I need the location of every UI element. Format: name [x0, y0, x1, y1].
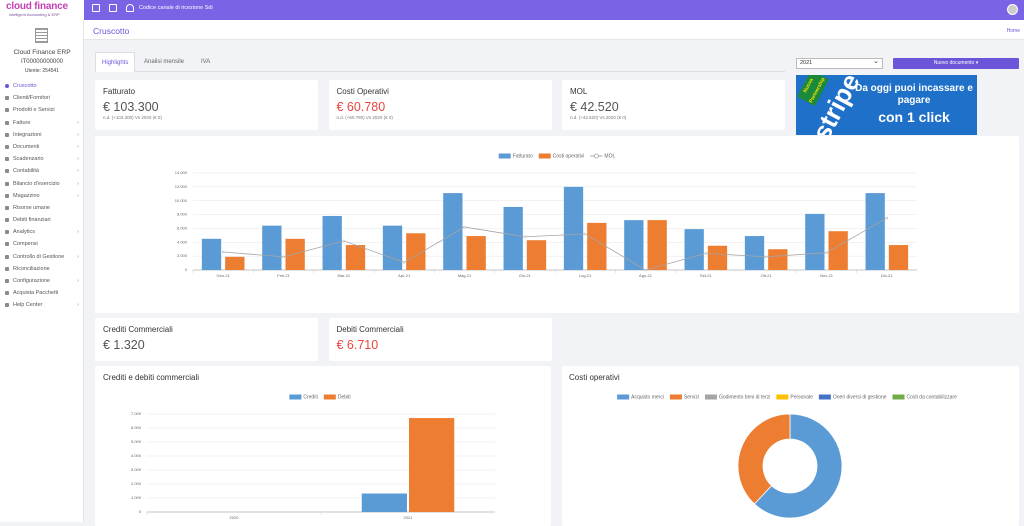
tab[interactable]: Highlights — [95, 52, 136, 72]
logo[interactable]: cloud finance intelligent Accounting & E… — [0, 0, 84, 20]
kpi-note: n.d. (+60.780) Vs 2020 (€ 0) — [336, 115, 393, 120]
page-header: Cruscotto Home — [84, 20, 1024, 40]
submenu-arrow: › — [77, 131, 79, 138]
kpi-title: Costi Operativi — [336, 87, 389, 96]
tabs: Highlights Analisi mensile IVA — [95, 52, 785, 72]
submenu-arrow: › — [77, 192, 79, 199]
menu-item[interactable]: Contabilità › — [0, 165, 84, 177]
page-title: Cruscotto — [93, 26, 130, 36]
company-icon — [35, 28, 48, 43]
year-select[interactable]: 2021 — [796, 57, 883, 69]
kpi-note: n.d. (+42.520) Vs 2020 (€ 0) — [570, 115, 627, 120]
balance-card: Crediti Commerciali € 1.320 — [95, 318, 318, 361]
tab[interactable]: Analisi mensile — [144, 59, 185, 65]
kpi-title: Fatturato — [103, 87, 136, 96]
menu-label: Scadenzario — [13, 156, 44, 163]
chart-card — [95, 366, 551, 526]
kpi-card: MOL € 42.520 n.d. (+42.520) Vs 2020 (€ 0) — [562, 80, 785, 130]
submenu-arrow: › — [77, 143, 79, 150]
bell-icon[interactable] — [126, 4, 134, 12]
menu-label: Risorse umane — [13, 204, 50, 211]
menu-label: Clienti/Fornitori — [13, 95, 50, 102]
balance-title: Crediti Commerciali — [103, 325, 173, 334]
menu-item[interactable]: Bilancio d'esercizio › — [0, 178, 84, 190]
menu-item[interactable]: Scadenzario › — [0, 153, 84, 165]
menu-item[interactable]: Help Center › — [0, 299, 84, 311]
submenu-arrow: › — [77, 119, 79, 126]
menu-label: Acquista Pacchetti — [13, 290, 59, 297]
menu-label: Fatture — [13, 119, 31, 126]
balance-title: Debiti Commerciali — [336, 325, 404, 334]
menu-item[interactable]: Compensi — [0, 238, 84, 250]
menu-item[interactable]: Clienti/Fornitori — [0, 92, 84, 104]
sdi-code: Codice canale di ricezione Sdi — [139, 5, 213, 11]
chart-card — [562, 366, 1019, 526]
balance-value: € 6.710 — [336, 338, 379, 352]
chart-card — [95, 136, 1019, 313]
kpi-value: € 60.780 — [336, 100, 386, 114]
kpi-value: € 42.520 — [570, 100, 619, 114]
menu-label: Bilancio d'esercizio — [13, 180, 60, 187]
sidebar: Cloud Finance ERP IT00000000000 Utente: … — [0, 20, 84, 522]
menu-label: Cruscotto — [13, 83, 37, 89]
balance-value: € 1.320 — [103, 338, 145, 352]
kpi-title: MOL — [570, 87, 588, 96]
menu-item[interactable]: Cruscotto — [0, 80, 84, 92]
ad-banner[interactable]: Nuova Partnership stripe Da oggi puoi in… — [796, 75, 977, 135]
menu-label: Compensi — [13, 241, 38, 248]
user-id: Utente: 254541 — [24, 68, 60, 74]
menu-item[interactable]: Acquista Pacchetti — [0, 287, 84, 299]
breadcrumb[interactable]: Home — [1006, 28, 1020, 34]
kpi-card: Fatturato € 103.300 n.d. (+103.300) Vs 202… — [95, 80, 318, 130]
kpi-value: € 103.300 — [103, 100, 159, 114]
menu-item[interactable]: Analytics › — [0, 226, 84, 238]
menu-item[interactable]: Integrazioni › — [0, 129, 84, 141]
menu-item[interactable]: Controllo di Gestione › — [0, 251, 84, 263]
submenu-arrow: › — [77, 229, 79, 236]
company-name: Cloud Finance ERP — [13, 49, 71, 56]
menu-label: Analytics — [13, 229, 36, 236]
logo-tagline: intelligent Accounting & ERP — [9, 12, 60, 17]
menu-label: Riconciliazione — [13, 265, 50, 272]
menu-label: Help Center — [13, 302, 43, 309]
company-vat: IT00000000000 — [20, 59, 64, 65]
balance-card: Debiti Commerciali € 6.710 — [328, 318, 552, 361]
menu-item[interactable]: Risorse umane — [0, 202, 84, 214]
kpi-note: n.d. (+103.300) Vs 2020 (€ 0) — [103, 115, 162, 120]
menu-label: Prodotti e Servizi — [13, 107, 55, 114]
banner-line: con 1 click — [878, 109, 950, 125]
menu: Cruscotto Clienti/Fornitori Prodotti e Ser… — [0, 80, 84, 312]
menu-label: Documenti — [13, 143, 40, 150]
submenu-arrow: › — [77, 278, 79, 284]
menu-label: Controllo di Gestione — [13, 253, 65, 260]
menu-label: Magazzino — [13, 192, 40, 199]
logo-text: cloud finance — [6, 1, 68, 12]
kpi-card: Costi Operativi € 60.780 n.d. (+60.780) Vs… — [328, 80, 552, 130]
menu-item[interactable]: Documenti › — [0, 141, 84, 153]
banner-line: Da oggi puoi incassare e pagare — [855, 83, 973, 106]
menu-label: Debiti finanziari — [13, 217, 51, 224]
menu-item[interactable]: Fatture › — [0, 117, 84, 129]
menu-label: Integrazioni — [13, 131, 42, 138]
menu-item[interactable]: Prodotti e Servizi — [0, 104, 84, 116]
topbar: Codice canale di ricezione Sdi — [0, 0, 1024, 20]
chat-icon[interactable] — [109, 4, 117, 12]
submenu-arrow: › — [77, 168, 79, 175]
tab[interactable]: IVA — [201, 59, 211, 65]
menu-label: Configurazione — [13, 278, 50, 284]
menu-item[interactable]: Magazzino › — [0, 190, 84, 202]
menu-toggle[interactable] — [92, 4, 100, 12]
menu-item[interactable]: Riconciliazione — [0, 263, 84, 275]
avatar[interactable] — [1007, 4, 1018, 15]
submenu-arrow: › — [77, 302, 79, 309]
submenu-arrow: › — [77, 156, 79, 163]
submenu-arrow: › — [77, 180, 79, 187]
new-document-button[interactable]: Nuovo documento — [893, 58, 1019, 69]
menu-label: Contabilità — [13, 168, 39, 175]
submenu-arrow: › — [77, 253, 79, 260]
menu-item[interactable]: Debiti finanziari — [0, 214, 84, 226]
menu-item[interactable]: Configurazione › — [0, 275, 84, 287]
